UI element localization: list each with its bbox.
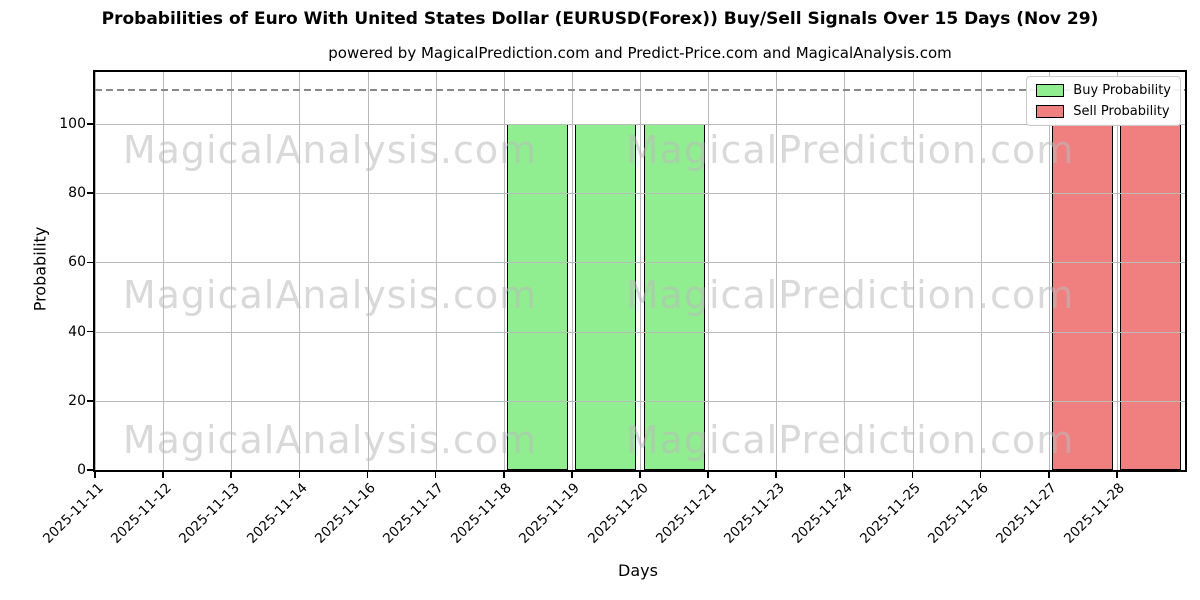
x-tick-mark: [94, 472, 96, 478]
x-tick-label: 2025-11-11: [39, 480, 107, 547]
x-tick-mark: [434, 472, 437, 478]
gridline-x: [1116, 72, 1118, 470]
chart-title: Probabilities of Euro With United States…: [101, 9, 1099, 29]
x-tick-label: 2025-11-12: [107, 480, 175, 547]
x-tick-label: 2025-11-18: [448, 480, 516, 547]
x-tick-mark: [979, 472, 982, 478]
gridline-x: [844, 72, 846, 470]
x-tick-label: 2025-11-19: [516, 480, 584, 547]
gridline-x: [95, 72, 96, 470]
x-tick-mark: [843, 472, 846, 478]
legend-item-sell-probability: Sell Probability: [1036, 104, 1171, 119]
gridline-x: [708, 72, 710, 470]
chart-subtitle: powered by MagicalPrediction.com and Pre…: [328, 44, 952, 62]
bar-sell-probability-2025-11-28: [1120, 123, 1182, 470]
y-tick-label: 40: [68, 323, 86, 340]
bar-buy-probability-2025-11-19: [575, 123, 637, 470]
y-axis-label: Probability: [30, 226, 50, 312]
watermark-text: MagicalPrediction.com: [625, 273, 1075, 317]
gridline-x: [299, 72, 301, 470]
x-tick-label: 2025-11-23: [720, 480, 788, 547]
watermark-text: MagicalAnalysis.com: [122, 418, 538, 462]
x-tick-mark: [911, 472, 914, 478]
legend-label: Buy Probability: [1073, 83, 1171, 98]
x-axis-label: Days: [618, 561, 658, 580]
gridline-x: [980, 72, 982, 470]
legend-item-buy-probability: Buy Probability: [1036, 83, 1171, 98]
y-tick-mark: [87, 469, 93, 471]
gridline-x: [503, 72, 505, 470]
y-tick-mark: [87, 123, 93, 125]
gridline-x: [163, 72, 165, 470]
watermark-text: MagicalAnalysis.com: [122, 273, 538, 317]
y-tick-mark: [87, 330, 93, 333]
gridline-y: [95, 331, 1185, 333]
x-tick-mark: [298, 472, 301, 478]
x-tick-label: 2025-11-26: [925, 480, 992, 547]
x-tick-label: 2025-11-27: [993, 480, 1061, 547]
bar-sell-probability-2025-11-27: [1052, 123, 1114, 470]
x-tick-label: 2025-11-21: [652, 480, 720, 547]
gridline-y: [95, 123, 1185, 125]
y-tick-label: 80: [68, 185, 86, 202]
x-tick-mark: [230, 472, 233, 478]
gridline-y: [95, 262, 1185, 264]
gridline-x: [912, 72, 914, 470]
gridline-y: [95, 193, 1185, 195]
bar-buy-probability-2025-11-20: [643, 123, 705, 470]
x-tick-mark: [571, 472, 573, 478]
x-tick-label: 2025-11-24: [788, 480, 856, 547]
legend-label: Sell Probability: [1073, 104, 1170, 119]
x-tick-mark: [1047, 472, 1050, 478]
gridline-x: [1048, 72, 1050, 470]
x-tick-label: 2025-11-17: [380, 480, 447, 547]
gridline-y: [95, 400, 1185, 402]
x-tick-mark: [707, 472, 709, 478]
y-tick-mark: [87, 261, 93, 264]
y-tick-label: 60: [68, 254, 86, 271]
x-tick-mark: [639, 472, 641, 478]
gridline-x: [231, 72, 233, 470]
y-tick-mark: [87, 399, 93, 402]
x-tick-mark: [502, 472, 505, 478]
y-tick-mark: [87, 192, 93, 194]
x-tick-label: 2025-11-25: [857, 480, 924, 547]
x-tick-mark: [775, 472, 778, 478]
x-tick-mark: [162, 472, 164, 478]
watermark-text: MagicalAnalysis.com: [122, 128, 538, 172]
y-tick-label: 20: [68, 392, 86, 409]
y-tick-label: 0: [77, 462, 86, 478]
legend-swatch-icon: [1036, 105, 1065, 118]
x-tick-label: 2025-11-16: [312, 480, 379, 547]
x-tick-label: 2025-11-20: [584, 480, 652, 547]
gridline-x: [367, 72, 369, 470]
gridline-x: [640, 72, 641, 470]
legend-swatch-icon: [1036, 84, 1065, 97]
legend: Buy Probability Sell Probability: [1026, 76, 1181, 126]
bar-buy-probability-2025-11-18: [507, 123, 569, 470]
gridline-x: [435, 72, 437, 470]
watermark-text: MagicalPrediction.com: [625, 418, 1075, 462]
gridline-x: [571, 72, 573, 470]
x-tick-label: 2025-11-14: [243, 480, 311, 547]
gridline-x: [776, 72, 778, 470]
x-tick-mark: [366, 472, 369, 478]
plot-area: Buy Probability Sell Probability 2025-11-…: [40, 70, 1187, 547]
x-tick-mark: [1116, 472, 1118, 478]
threshold-dashed-line: [95, 89, 1185, 91]
y-tick-label: 100: [59, 115, 86, 132]
x-tick-label: 2025-11-13: [175, 480, 243, 547]
x-tick-label: 2025-11-28: [1061, 480, 1129, 547]
watermark-text: MagicalPrediction.com: [625, 128, 1075, 172]
